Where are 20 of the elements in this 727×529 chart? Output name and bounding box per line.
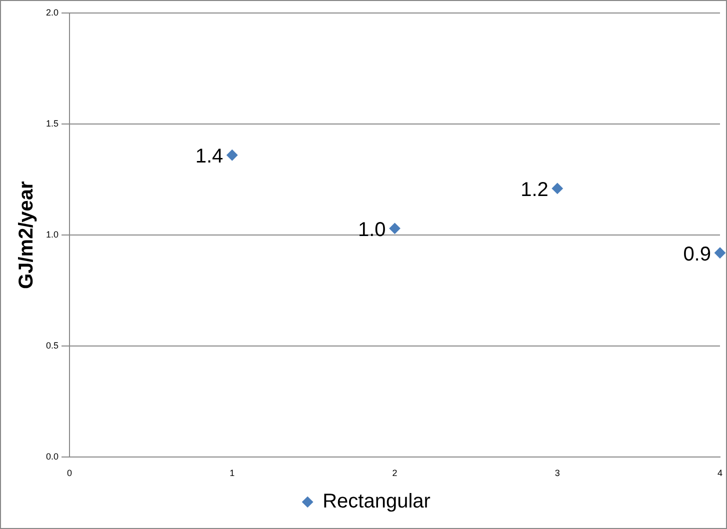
data-label: 1.0 [358, 218, 386, 241]
y-tick-label: 1.5 [46, 118, 59, 129]
x-tick-label: 4 [717, 468, 723, 478]
point [389, 222, 400, 234]
y-tick-label: 0.0 [46, 452, 59, 462]
data-label: 1.2 [520, 178, 548, 201]
x-tick-label: 3 [554, 468, 560, 478]
point [552, 182, 563, 194]
y-axis-title: GJ/m2/year [16, 180, 38, 290]
x-tick-label: 1 [230, 468, 235, 478]
point [226, 150, 238, 161]
x-tick-label: 0 [67, 468, 72, 478]
y-tick-label: 0.5 [46, 340, 59, 351]
y-tick-label: 2.0 [46, 7, 59, 18]
data-label: 1.4 [195, 146, 224, 168]
point [714, 247, 726, 258]
y-tick-label: 1.0 [46, 230, 59, 240]
legend-label: Rectangular [322, 490, 431, 513]
data-label: 0.9 [683, 243, 711, 266]
x-tick-label: 2 [392, 468, 398, 478]
